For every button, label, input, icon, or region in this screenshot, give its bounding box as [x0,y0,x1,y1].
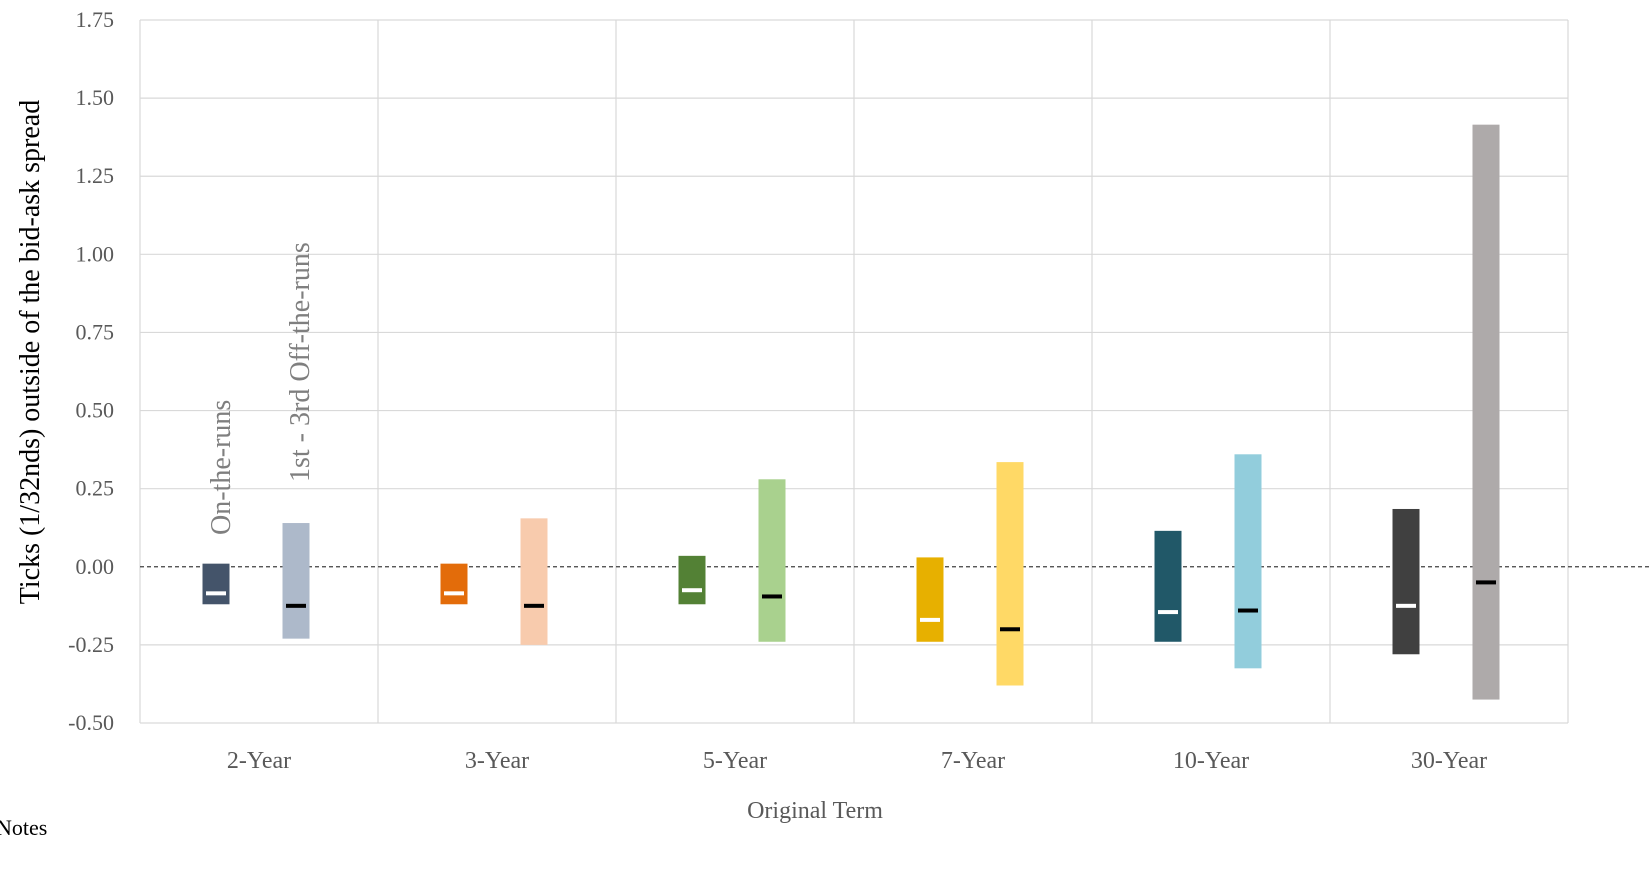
y-tick-label: 1.50 [76,85,115,110]
bars [202,124,1500,700]
median-marker [762,594,782,599]
median-marker [1238,608,1258,613]
median-marker [286,603,306,608]
grid [139,19,1652,724]
range-bar [1392,508,1420,655]
median-marker [1000,627,1020,632]
median-marker [1476,580,1496,585]
y-tick-label: 1.75 [76,7,115,32]
x-tick-label: 10-Year [1173,748,1249,774]
range-bar [1472,124,1500,700]
median-marker [524,603,544,608]
range-bar [758,479,786,642]
range-bar [1154,530,1182,642]
x-tick-label: 2-Year [227,748,291,774]
x-tick-label: 7-Year [941,748,1005,774]
y-tick-label: -0.25 [68,632,114,657]
range-bar [282,523,310,639]
range-bar [520,518,548,645]
category-labels: 2-Year 3-Year 5-Year 7-Year 10-Year 30-Year [227,748,1487,774]
x-tick-label: 30-Year [1411,748,1487,774]
x-tick-label: 3-Year [465,748,529,774]
range-bar [916,557,944,642]
range-bar [678,555,706,605]
median-marker [1158,610,1178,615]
y-tick-label: 0.50 [76,398,115,423]
annotation-on-the-runs: On-the-runs [206,400,237,535]
axis-ticks: -0.50 -0.25 0.00 0.25 0.50 0.75 1.00 1.25 1.50 1.… [68,7,114,735]
range-bar [202,563,230,605]
x-tick-label: 5-Year [703,748,767,774]
range-bar [1234,454,1262,669]
median-marker [682,588,702,593]
median-marker [444,591,464,596]
x-axis-label: Original Term [747,798,883,824]
y-tick-label: 0.75 [76,319,115,344]
notes-label: Notes [0,815,47,840]
median-marker [206,591,226,596]
median-marker [920,617,940,622]
y-tick-label: 1.00 [76,241,115,266]
y-tick-label: -0.50 [68,710,114,735]
y-tick-label: 1.25 [76,163,115,188]
annotation-off-the-runs: 1st - 3rd Off-the-runs [285,242,316,482]
range-bar [996,462,1024,686]
y-tick-label: 0.25 [76,476,115,501]
y-tick-label: 0.00 [76,554,115,579]
y-axis-label: Ticks (1/32nds) outside of the bid-ask s… [15,100,46,604]
median-marker [1396,603,1416,608]
range-bar [440,563,468,605]
